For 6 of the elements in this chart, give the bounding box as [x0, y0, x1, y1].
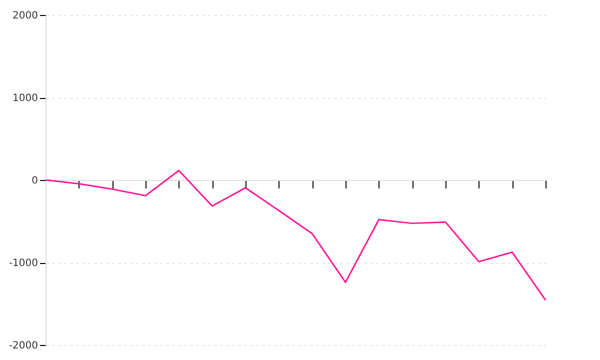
y-tick-label: 2000 — [12, 10, 38, 22]
y-tick-label: 1000 — [12, 93, 38, 104]
y-tick-label: -1000 — [8, 258, 38, 269]
y-tick-label: 0 — [32, 176, 38, 186]
line-series — [44, 170, 546, 301]
y-tick-label: -2000 — [8, 340, 38, 352]
